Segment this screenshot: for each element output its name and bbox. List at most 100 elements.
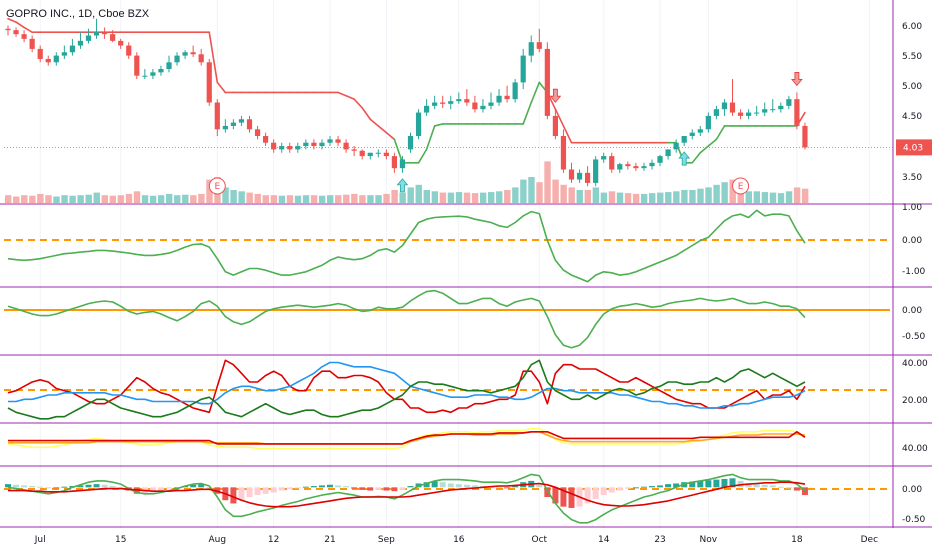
candle — [158, 65, 164, 76]
histogram-bar — [270, 487, 277, 493]
time-axis-label: Jul — [34, 535, 46, 545]
candle-body — [786, 99, 792, 106]
candle — [61, 45, 67, 59]
histogram-bar — [447, 483, 454, 488]
volume-bar — [359, 195, 366, 203]
candle-body — [85, 35, 92, 41]
candle — [448, 95, 454, 110]
candle — [713, 105, 719, 120]
volume-bar — [584, 190, 591, 203]
time-axis-label: 18 — [791, 535, 803, 545]
time-axis-label: 21 — [324, 535, 335, 545]
candle-body — [279, 146, 285, 150]
volume-bar — [632, 193, 640, 203]
volume-bar — [375, 195, 382, 203]
volume-bar — [649, 193, 656, 203]
y-tick-label: 1.00 — [902, 203, 922, 213]
supertrend-segment — [23, 26, 33, 33]
time-axis-label: 14 — [598, 535, 610, 545]
candle — [496, 89, 502, 106]
candle-body — [713, 109, 719, 116]
candle-body — [544, 48, 550, 116]
pane-dmi: 40.00 20.00 — [4, 359, 928, 420]
supertrend-segment — [208, 31, 219, 84]
histogram-bar — [53, 487, 60, 489]
candle — [786, 95, 792, 110]
time-axis-label: 15 — [115, 535, 126, 545]
supertrend-segment — [337, 91, 347, 97]
supertrend-segment — [691, 151, 702, 164]
volume-bar — [544, 161, 551, 203]
candle-body — [762, 109, 768, 113]
candle-body — [552, 115, 558, 136]
candle-body — [697, 129, 703, 133]
volume-bar — [262, 195, 269, 203]
series-line-blue — [8, 361, 806, 409]
volume-bar — [166, 193, 173, 203]
candle — [536, 28, 542, 53]
candle — [762, 102, 768, 116]
supertrend-segment — [562, 125, 573, 144]
histogram-bar — [294, 487, 301, 489]
histogram-bar — [431, 481, 438, 488]
volume-bar — [117, 195, 125, 203]
volume-bar — [85, 194, 92, 203]
histogram-bar — [665, 484, 672, 488]
candle — [802, 122, 808, 150]
volume-bar — [568, 187, 575, 203]
histogram-bar — [278, 487, 285, 491]
candle — [399, 156, 406, 173]
candle — [335, 136, 341, 147]
volume-bar — [713, 184, 720, 203]
candle — [432, 95, 438, 110]
y-tick-label: 0.00 — [902, 485, 922, 495]
candle-body — [617, 164, 623, 170]
candle-body — [754, 112, 760, 114]
candle — [110, 30, 116, 43]
histogram-bar — [166, 487, 172, 489]
candle — [649, 159, 655, 170]
volume-bar — [206, 179, 213, 203]
candle-body — [142, 75, 148, 77]
candle — [118, 38, 124, 49]
volume-bar — [528, 177, 535, 203]
candle — [206, 58, 212, 106]
candle — [754, 105, 760, 116]
volume-bar — [182, 194, 189, 203]
volume-bar — [391, 190, 398, 203]
candle — [456, 92, 462, 104]
volume-bar — [383, 193, 390, 203]
volume-bar — [689, 190, 696, 203]
candle-body — [246, 119, 253, 130]
candle-body — [593, 159, 599, 183]
candle — [383, 149, 389, 160]
histogram-bar — [512, 485, 519, 488]
candle — [665, 149, 671, 160]
volume-bar — [174, 195, 181, 203]
candle — [182, 50, 188, 59]
candle — [198, 48, 204, 66]
candle-body — [295, 146, 301, 150]
pane-bands: 40.00 — [7, 427, 928, 454]
candle — [174, 52, 180, 66]
candle-body — [214, 102, 220, 130]
volume-bar — [29, 195, 36, 203]
candle — [415, 109, 422, 140]
pane-osc2: 0.00 -0.50 — [4, 289, 926, 349]
histogram-bar — [439, 482, 446, 488]
volume-bar — [665, 192, 672, 203]
volume-bar — [37, 193, 44, 203]
candle — [254, 125, 261, 140]
candle-body — [198, 54, 204, 63]
candle-body — [528, 42, 534, 56]
candle — [552, 109, 558, 140]
candle-body — [601, 156, 607, 160]
candle — [681, 136, 687, 147]
histogram-bar — [101, 484, 108, 488]
histogram-bar — [544, 487, 551, 497]
histogram-bar — [335, 485, 342, 488]
y-tick-label: 4.50 — [902, 112, 922, 122]
candle — [617, 162, 623, 173]
